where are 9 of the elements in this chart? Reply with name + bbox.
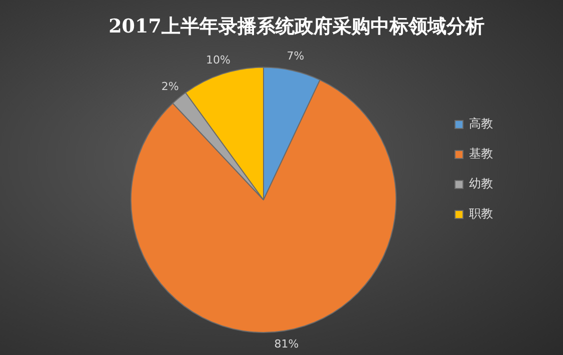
legend-label: 基教 (469, 146, 493, 161)
data-label: 2% (161, 80, 179, 93)
legend-label: 高教 (469, 116, 493, 131)
legend-label: 幼教 (469, 176, 493, 191)
data-label: 81% (274, 338, 299, 351)
legend-label: 职教 (469, 206, 493, 221)
chart-title: 2017上半年录播系统政府采购中标领域分析 (108, 15, 484, 38)
data-label: 10% (206, 53, 230, 66)
data-label: 7% (286, 50, 304, 63)
